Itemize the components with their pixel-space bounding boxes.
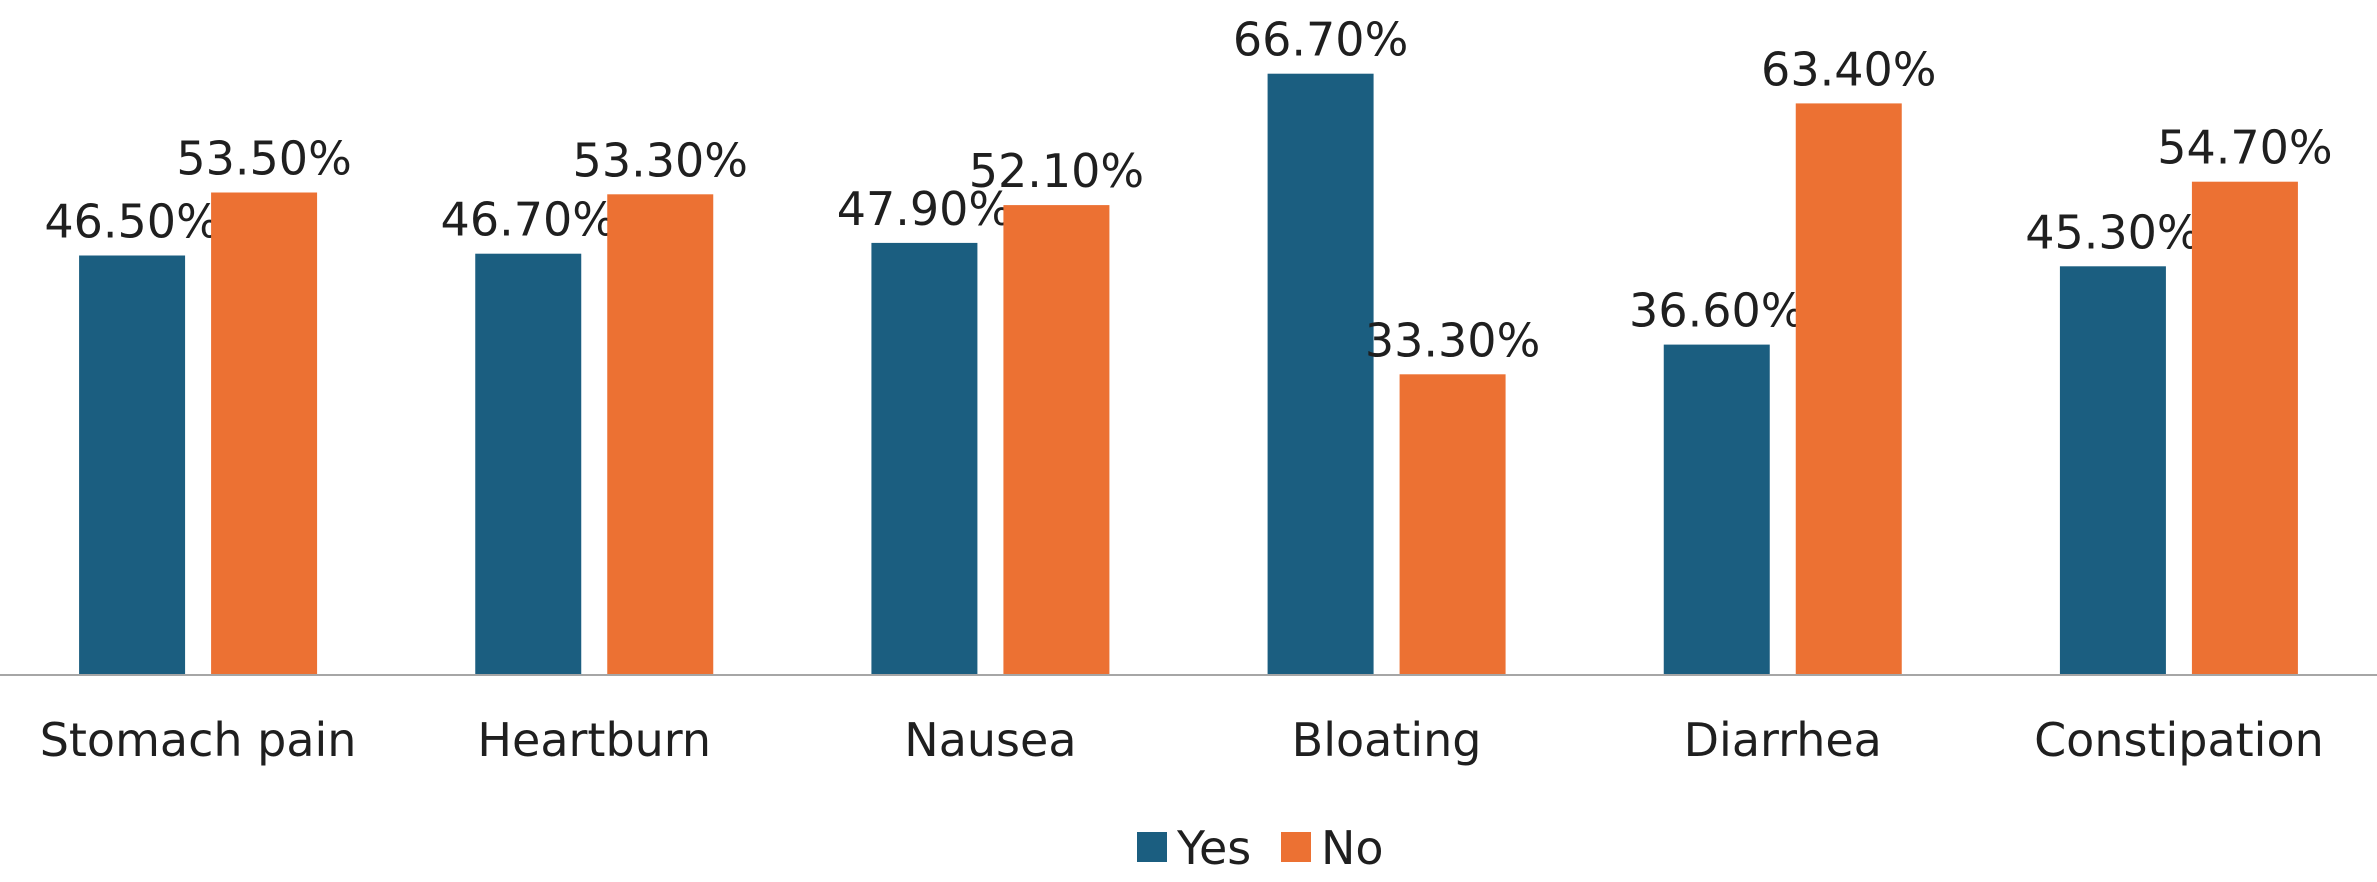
bar-yes-diarrhea — [1663, 344, 1770, 674]
data-label-no-diarrhea: 63.40% — [1761, 42, 1936, 96]
data-label-yes-stomach-pain: 46.50% — [44, 195, 219, 249]
bar-no-diarrhea — [1795, 103, 1902, 674]
bar-yes-constipation — [2059, 266, 2166, 674]
bar-yes-heartburn — [475, 253, 582, 674]
data-label-yes-diarrhea: 36.60% — [1629, 284, 1804, 338]
legend-label-yes: Yes — [1176, 821, 1251, 875]
data-label-yes-constipation: 45.30% — [2025, 205, 2200, 259]
data-label-yes-nausea: 47.90% — [837, 182, 1012, 236]
category-label-diarrhea: Diarrhea — [1684, 713, 1882, 767]
bar-yes-nausea — [871, 242, 978, 674]
data-label-no-heartburn: 53.30% — [573, 133, 748, 187]
bar-no-bloating — [1399, 374, 1506, 674]
category-label-bloating: Bloating — [1292, 713, 1482, 767]
legend-swatch-no — [1281, 832, 1311, 862]
category-label-heartburn: Heartburn — [477, 713, 711, 767]
data-label-no-constipation: 54.70% — [2157, 121, 2332, 175]
category-label-stomach-pain: Stomach pain — [40, 713, 357, 767]
legend-swatch-yes — [1137, 832, 1167, 862]
bar-no-constipation — [2191, 181, 2298, 674]
data-label-no-nausea: 52.10% — [969, 144, 1144, 198]
bar-no-stomach-pain — [211, 192, 318, 674]
bar-yes-bloating — [1267, 73, 1374, 674]
category-label-nausea: Nausea — [904, 713, 1076, 767]
data-label-yes-bloating: 66.70% — [1233, 13, 1408, 67]
data-label-no-stomach-pain: 53.50% — [176, 132, 351, 186]
legend-label-no: No — [1321, 821, 1384, 875]
category-label-constipation: Constipation — [2034, 713, 2324, 767]
data-label-yes-heartburn: 46.70% — [441, 193, 616, 247]
data-label-no-bloating: 33.30% — [1365, 313, 1540, 367]
bar-no-heartburn — [607, 194, 714, 675]
bar-no-nausea — [1003, 205, 1110, 674]
bar-yes-stomach-pain — [79, 255, 186, 674]
